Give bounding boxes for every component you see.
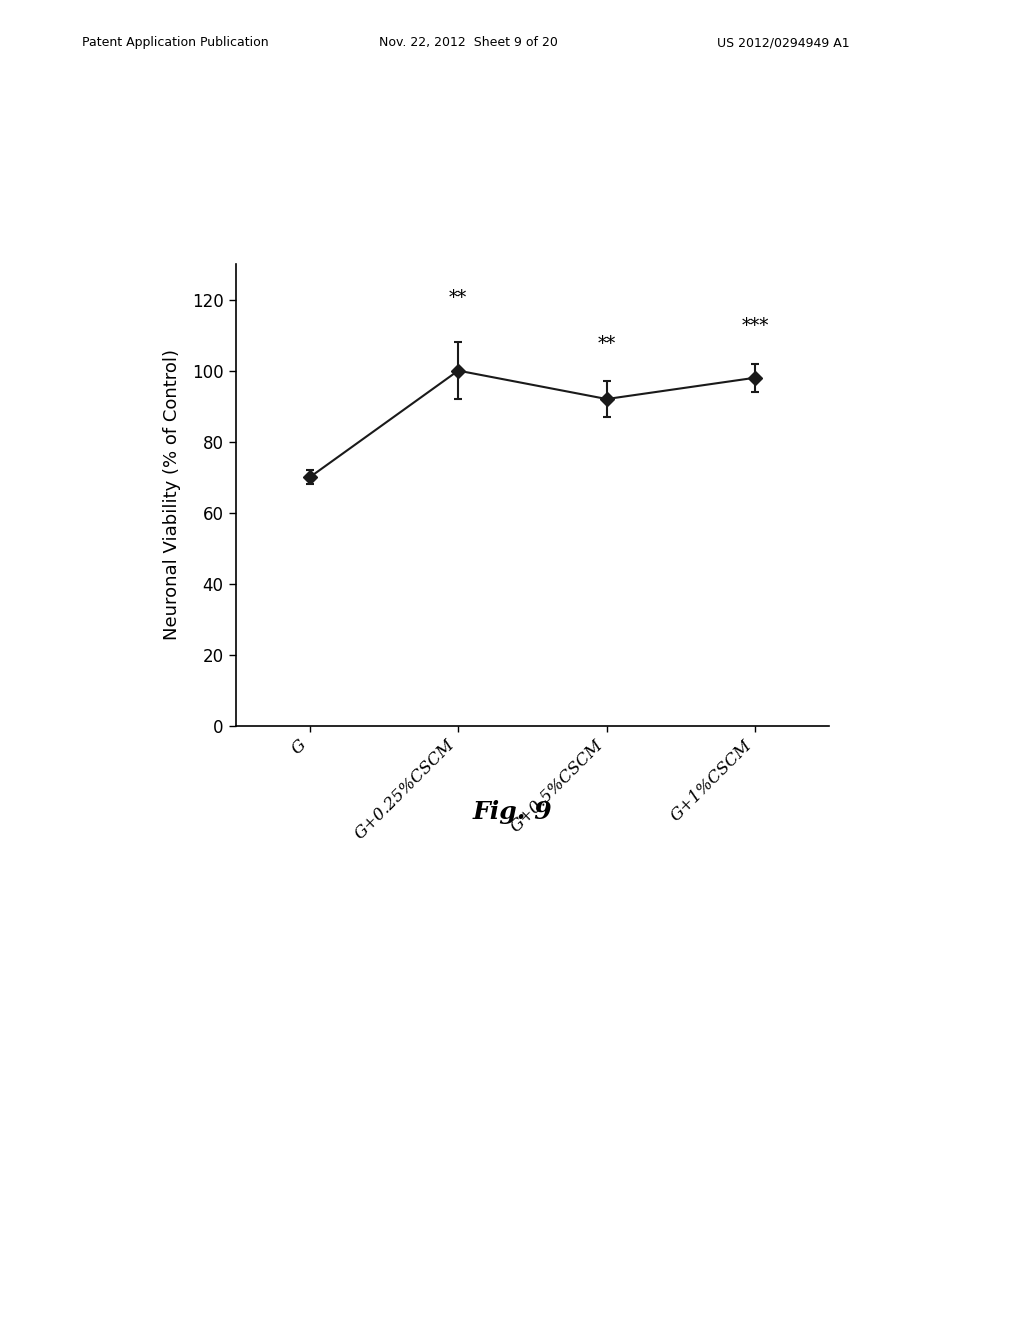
Y-axis label: Neuronal Viability (% of Control): Neuronal Viability (% of Control) — [163, 350, 181, 640]
Text: Nov. 22, 2012  Sheet 9 of 20: Nov. 22, 2012 Sheet 9 of 20 — [379, 36, 558, 49]
Text: Fig. 9: Fig. 9 — [472, 800, 552, 824]
Text: ***: *** — [741, 317, 769, 335]
Text: **: ** — [598, 335, 615, 352]
Text: **: ** — [450, 289, 467, 306]
Text: US 2012/0294949 A1: US 2012/0294949 A1 — [717, 36, 850, 49]
Text: Patent Application Publication: Patent Application Publication — [82, 36, 268, 49]
